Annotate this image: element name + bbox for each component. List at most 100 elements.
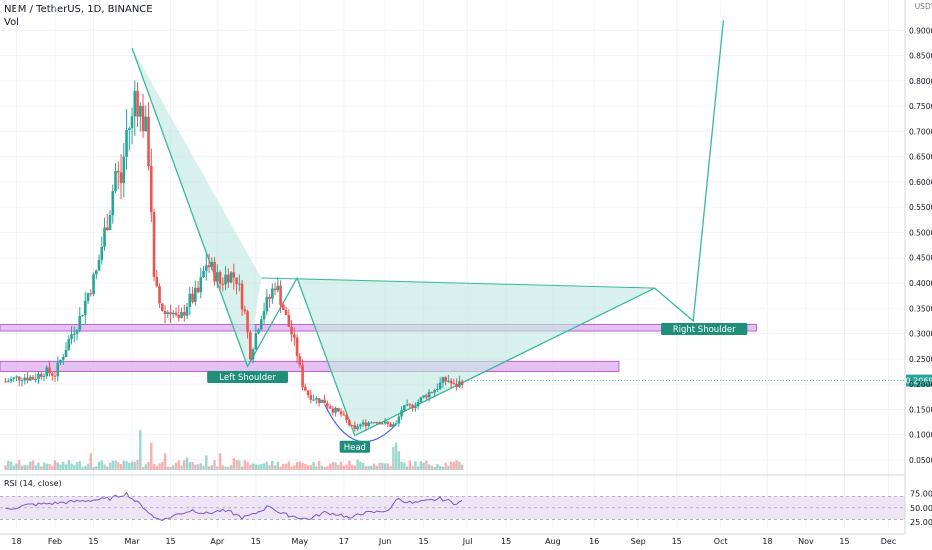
candle-body [9,379,13,382]
volume-bar [430,465,434,470]
x-tick-label: 18 [762,537,772,546]
candle-body [416,401,420,407]
volume-bar [315,466,318,470]
rsi-label: RSI (14, close) [4,479,62,488]
volume-bar [169,466,172,470]
rsi-pane: RSI (14, close) 75.00 50.00 25.00 [0,474,932,527]
volume-bar [378,462,381,470]
volume-bar [262,463,266,470]
candle-body [227,274,230,283]
volume-bar [405,466,409,470]
candle-body [34,378,38,380]
x-tick-label: 16 [589,537,599,546]
x-tick-label: 15 [165,537,175,546]
volume-bar [139,430,142,470]
candle-body [133,90,137,117]
candle-body [331,408,335,413]
volume-bar [449,461,453,470]
volume-bar [400,462,403,470]
candle-body [160,303,164,311]
pattern-label-bg [207,371,288,384]
candle-body [293,334,296,338]
volume-bar [243,460,247,470]
volume-bar [53,460,57,470]
candle-body [257,329,260,334]
candle-body [75,330,79,334]
candle-body [202,270,205,278]
volume-bar [95,466,98,470]
candle-body [138,105,142,117]
volume-bar [414,461,417,470]
candle-body [213,261,216,282]
candle-body [350,425,354,427]
candle-body [229,272,233,283]
candle-body [372,422,376,424]
candle-body [70,334,73,340]
candle-body [460,381,464,386]
candle-body [183,312,186,316]
x-tick-label: Oct [714,537,728,546]
volume-bar [268,465,271,470]
volume-bar [306,465,310,470]
candle-body [232,272,236,278]
volume-bar [251,463,255,470]
candle-body [180,312,183,318]
candle-body [339,411,343,415]
candle-body [408,404,412,406]
candle-body [436,389,439,391]
symbol-title: NEM / TetherUS, 1D, BINANCE [4,4,153,15]
volume-bar [117,462,120,470]
pattern-label-bg [660,323,748,336]
volume-bar [372,463,376,470]
candle-body [348,420,351,426]
candle-body [447,380,450,382]
candle-body [287,315,291,327]
volume-bar [367,465,370,470]
volume-bar [229,464,233,470]
head-fill [297,278,655,436]
candle-body [381,423,384,425]
candle-body [383,421,387,424]
pattern-label: Head [344,443,366,453]
candle-body [403,405,406,411]
x-tick-label: Feb [48,537,62,546]
candle-body [64,349,68,358]
candle-body [238,283,241,285]
candle-body [28,377,32,381]
volume-bar [180,465,183,470]
volume-bar [205,455,208,470]
candle-body [359,424,362,427]
candle-body [295,337,299,357]
volume-bar [119,464,123,470]
volume-bar [375,465,379,470]
volume-bar [249,464,252,470]
x-tick-label: Jul [462,537,473,546]
rsi-tick-label: 50.00 [910,504,932,513]
x-tick-label: 15 [501,537,511,546]
candle-body [50,373,54,376]
candle-body [320,399,324,403]
volume-bar [84,465,87,470]
candle-body [56,362,60,377]
x-tick-label: 17 [339,537,349,546]
volume-bar [81,466,84,470]
candle-body [105,227,109,230]
candle-body [452,383,456,385]
volume-bar [92,466,95,470]
volume-bar [122,460,125,470]
volume-bar [128,463,131,470]
volume-bar [45,463,48,470]
candlesticks [4,80,464,432]
volume-bar [78,461,81,470]
volume-bar [323,466,326,470]
volume-bar [411,466,414,470]
candle-body [323,399,326,404]
volume-bar [224,466,227,470]
volume-bar [419,461,423,470]
